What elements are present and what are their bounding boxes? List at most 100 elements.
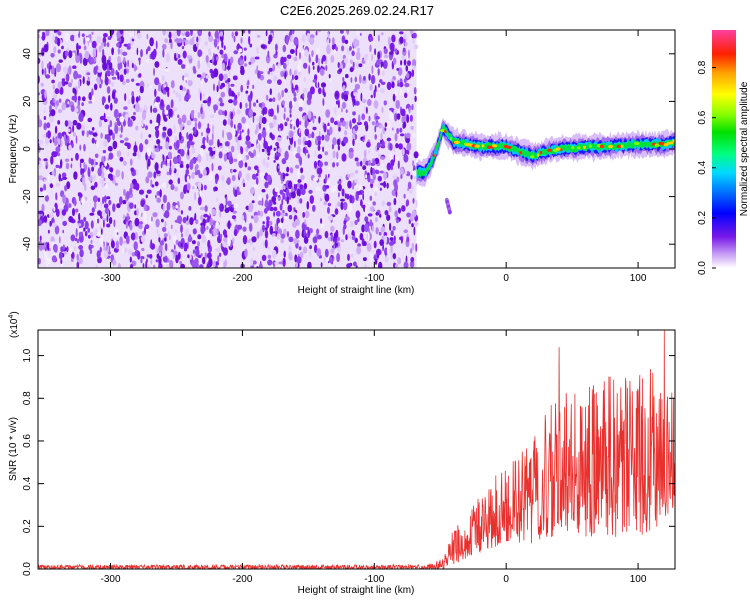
noise-speck <box>187 55 193 60</box>
noise-speck <box>381 140 385 148</box>
noise-speck <box>217 46 220 50</box>
noise-speck <box>143 203 147 211</box>
noise-speck <box>377 68 380 76</box>
noise-speck <box>357 190 362 195</box>
noise-speck <box>175 254 179 264</box>
noise-speck <box>60 246 64 253</box>
noise-speck <box>81 33 85 37</box>
noise-speck <box>140 235 146 243</box>
noise-speck <box>117 37 122 42</box>
noise-speck <box>325 109 331 118</box>
noise-speck <box>368 159 371 166</box>
noise-speck <box>307 140 312 148</box>
noise-speck <box>54 225 60 235</box>
noise-speck <box>100 200 103 208</box>
noise-speck <box>392 175 397 179</box>
noise-speck <box>268 220 273 226</box>
noise-speck <box>317 64 320 73</box>
noise-speck <box>50 155 54 165</box>
noise-speck <box>304 119 308 129</box>
noise-speck <box>54 88 60 95</box>
noise-speck <box>378 261 383 268</box>
noise-speck <box>181 64 186 69</box>
noise-speck <box>113 97 118 104</box>
noise-speck <box>364 223 369 233</box>
noise-speck <box>362 138 365 143</box>
noise-speck <box>140 258 143 264</box>
noise-speck <box>152 107 158 113</box>
noise-speck <box>406 212 411 218</box>
noise-speck <box>163 114 167 121</box>
noise-speck <box>97 218 100 224</box>
noise-speck <box>296 170 301 177</box>
noise-speck <box>191 36 195 46</box>
noise-speck <box>199 92 202 101</box>
noise-speck <box>354 178 359 184</box>
noise-speck <box>119 156 124 162</box>
noise-speck <box>58 98 62 103</box>
noise-speck <box>84 50 90 60</box>
noise-speck <box>386 137 392 142</box>
noise-speck <box>179 164 184 168</box>
noise-speck <box>141 247 145 252</box>
noise-speck <box>410 125 414 130</box>
noise-speck <box>367 213 373 217</box>
noise-speck <box>389 42 395 52</box>
noise-speck <box>41 31 46 41</box>
noise-speck <box>303 229 306 237</box>
noise-speck <box>332 137 337 146</box>
noise-speck <box>384 122 388 127</box>
noise-speck <box>206 226 209 230</box>
noise-speck <box>99 246 102 253</box>
noise-speck <box>282 44 287 53</box>
noise-speck <box>283 113 286 120</box>
snr-y-tick-label: 0.8 <box>22 391 33 405</box>
noise-speck <box>162 126 167 131</box>
signal-peak <box>506 145 512 149</box>
noise-speck <box>57 138 61 146</box>
noise-speck <box>288 214 293 220</box>
noise-speck <box>70 104 75 112</box>
noise-speck <box>286 135 289 140</box>
noise-speck <box>159 189 162 198</box>
noise-speck <box>78 192 83 198</box>
noise-speck <box>201 234 207 244</box>
noise-speck <box>133 111 136 116</box>
noise-speck <box>288 192 292 201</box>
noise-speck <box>328 173 330 178</box>
noise-speck <box>292 74 294 81</box>
noise-speck <box>247 80 250 86</box>
noise-speck <box>172 156 179 165</box>
noise-speck <box>264 229 269 239</box>
noise-speck <box>256 154 261 158</box>
noise-speck <box>245 135 251 142</box>
noise-speck <box>394 112 398 122</box>
noise-speck <box>228 87 232 97</box>
noise-speck <box>403 193 406 199</box>
noise-speck <box>412 170 417 177</box>
noise-speck <box>110 240 115 249</box>
noise-speck <box>241 215 244 221</box>
noise-speck <box>43 179 46 183</box>
noise-speck <box>136 47 139 56</box>
noise-speck <box>304 114 308 121</box>
noise-speck <box>155 128 160 139</box>
noise-speck <box>201 132 203 137</box>
noise-speck <box>63 134 66 142</box>
noise-speck <box>50 236 55 243</box>
noise-speck <box>407 60 411 66</box>
noise-speck <box>223 45 226 50</box>
noise-speck <box>64 32 70 42</box>
noise-speck <box>135 182 140 191</box>
noise-speck <box>61 209 67 216</box>
noise-speck <box>122 160 127 166</box>
noise-speck <box>315 54 319 64</box>
noise-speck <box>346 90 349 96</box>
noise-speck <box>256 46 259 55</box>
noise-speck <box>267 70 271 75</box>
noise-speck <box>145 194 148 199</box>
noise-speck <box>59 208 63 213</box>
figure-title: C2E6.2025.269.02.24.R17 <box>280 3 434 18</box>
noise-speck <box>396 127 400 135</box>
noise-speck <box>374 48 377 56</box>
